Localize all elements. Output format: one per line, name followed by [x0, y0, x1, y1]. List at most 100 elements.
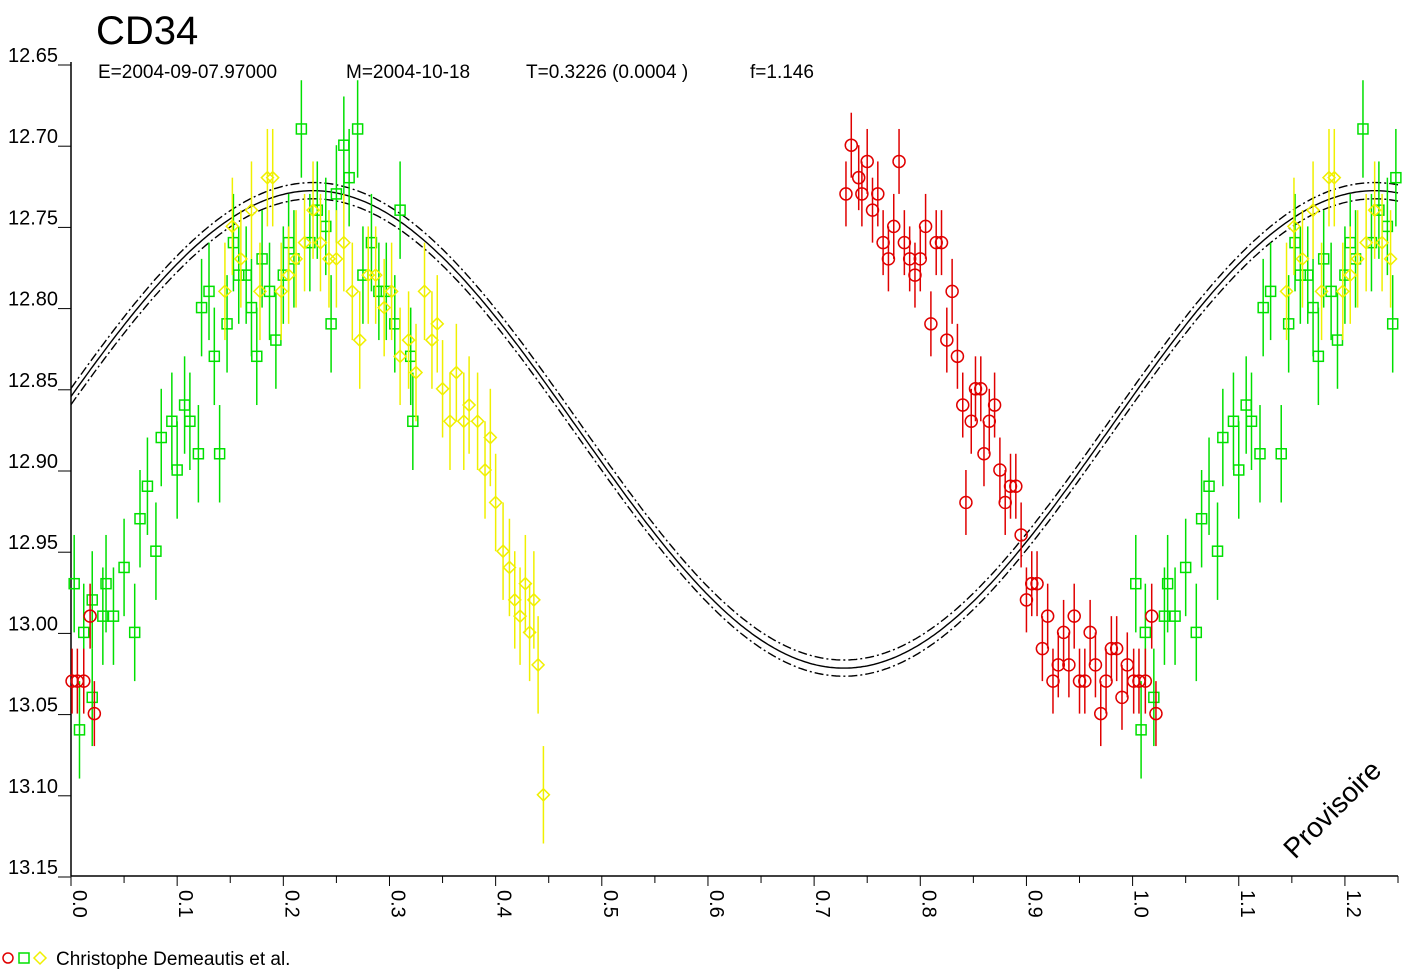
data-point-square	[213, 448, 226, 460]
x-tick-label: 1.2	[1342, 890, 1364, 918]
model-curves	[70, 181, 1399, 677]
data-point-diamond	[1383, 251, 1398, 266]
data-point-square	[192, 448, 205, 460]
data-point-diamond	[1367, 203, 1382, 218]
data-point-diamond	[217, 284, 232, 299]
data-point-square	[1217, 431, 1229, 444]
data-point-diamond	[456, 414, 471, 429]
data-point-diamond	[384, 284, 399, 299]
mean-date-label: M=2004-10-18	[346, 62, 470, 83]
data-point-square	[330, 188, 343, 200]
data-point-diamond	[1279, 284, 1294, 299]
legend-circle-marker	[2, 952, 14, 964]
data-points	[65, 80, 1402, 844]
data-point-diamond	[526, 592, 541, 607]
data-point-circle	[87, 706, 102, 721]
y-tick-label: 13.05	[8, 695, 58, 717]
data-point-circle	[1078, 674, 1092, 688]
data-point-diamond	[305, 203, 321, 218]
y-tick-label: 12.65	[8, 45, 58, 67]
data-point-diamond	[1321, 170, 1337, 185]
data-point-circle	[934, 235, 949, 250]
data-point-diamond	[449, 365, 464, 380]
y-tick-label: 12.70	[8, 126, 58, 148]
data-point-square	[73, 724, 86, 736]
data-point-diamond	[252, 284, 268, 299]
x-tick-label: 0.8	[917, 890, 939, 918]
data-point-square	[1161, 577, 1174, 590]
data-point-square	[1190, 626, 1203, 639]
data-point-circle	[974, 382, 988, 396]
data-point-circle	[945, 284, 959, 299]
data-point-square	[1275, 448, 1287, 460]
data-point-circle	[886, 219, 901, 234]
data-point-diamond	[1359, 235, 1374, 250]
data-point-diamond	[297, 235, 312, 250]
legend-diamond-marker	[32, 950, 48, 966]
data-point-square	[1139, 626, 1152, 639]
data-point-circle	[964, 414, 978, 429]
data-point-square	[107, 610, 120, 622]
data-point-square	[325, 318, 337, 330]
data-point-square	[1373, 204, 1385, 216]
data-point-square	[1148, 691, 1160, 704]
data-point-square	[343, 171, 355, 184]
data-point-square	[1203, 480, 1215, 492]
data-point-square	[141, 480, 154, 492]
x-tick-label: 0.1	[174, 890, 196, 918]
data-point-square	[68, 577, 80, 590]
data-point-diamond	[1306, 203, 1321, 218]
data-point-square	[184, 415, 196, 428]
watermark-text: Provisoire	[1277, 754, 1387, 864]
data-point-square	[1264, 285, 1277, 298]
data-point-circle	[1144, 609, 1159, 623]
data-point-circle	[924, 317, 938, 331]
data-point-square	[256, 253, 268, 265]
data-point-square	[128, 626, 141, 639]
x-tick-label: 0.9	[1023, 890, 1045, 918]
data-point-diamond	[244, 203, 259, 218]
data-point-diamond	[408, 365, 424, 380]
data-point-diamond	[442, 414, 458, 429]
data-point-diamond	[417, 284, 432, 299]
data-point-square	[1357, 123, 1369, 135]
data-point-square	[365, 236, 378, 249]
data-point-diamond	[424, 333, 440, 348]
data-point-square	[311, 204, 324, 216]
data-point-diamond	[430, 316, 445, 331]
chart-title: CD34	[96, 9, 198, 53]
data-point-diamond	[488, 495, 503, 510]
data-point-square	[1130, 577, 1142, 590]
data-point-square	[1294, 269, 1307, 281]
data-point-square	[171, 464, 183, 476]
data-point-square	[251, 350, 263, 363]
data-point-square	[86, 691, 98, 704]
data-point-diamond	[470, 414, 485, 429]
model-fit-curve	[70, 190, 1399, 669]
data-point-diamond	[512, 609, 528, 624]
data-point-diamond	[368, 268, 383, 283]
data-point-diamond	[352, 333, 367, 348]
data-point-diamond	[274, 284, 289, 299]
data-point-diamond	[1375, 235, 1390, 250]
data-point-square	[1233, 464, 1245, 476]
data-point-circle	[987, 398, 1002, 412]
data-point-square	[118, 561, 130, 574]
data-point-circle	[1030, 576, 1044, 591]
data-point-diamond	[1350, 251, 1365, 266]
data-point-circle	[76, 674, 91, 688]
data-point-diamond	[401, 333, 416, 348]
data-point-square	[1254, 448, 1266, 460]
data-point-circle	[955, 398, 970, 412]
data-point-square	[155, 431, 167, 444]
data-point-diamond	[518, 576, 533, 591]
data-point-square	[351, 123, 364, 135]
x-tick-label: 0.0	[68, 890, 90, 918]
data-point-circle	[83, 609, 97, 623]
data-point-diamond	[496, 544, 511, 559]
data-point-circle	[839, 187, 853, 201]
data-point-square	[1282, 318, 1295, 330]
y-tick-label: 12.75	[8, 207, 58, 229]
data-point-diamond	[1327, 170, 1342, 185]
data-point-square	[203, 285, 215, 298]
